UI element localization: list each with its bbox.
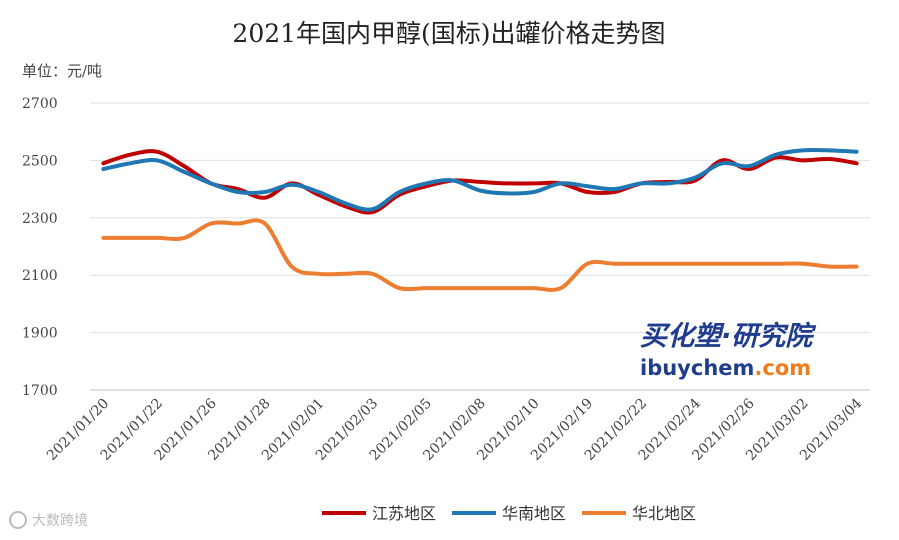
legend: 江苏地区 华南地区 华北地区 [322,504,696,523]
series-line-2 [101,218,859,292]
y-tick-label: 2100 [22,268,58,284]
watermark-domain-main: ibuychem [640,356,754,380]
brand-watermark: 买化塑·研究院 ibuychem.com [640,321,817,380]
corner-logo-text: 大数跨境 [32,513,88,529]
y-axis-unit-label: 单位：元/吨 [22,62,102,80]
y-tick-label: 1900 [22,326,58,342]
y-axis-ticks: 1700 1900 2100 2300 2500 2700 [22,96,58,399]
watermark-domain-tld: .com [754,356,811,380]
gridlines [90,102,870,391]
corner-logo: 大数跨境 [9,511,88,529]
y-tick-label: 2300 [22,211,58,227]
chart-title: 2021年国内甲醇(国标)出罐价格走势图 [232,19,665,48]
series-lines [101,147,859,292]
watermark-brand-name: 买化塑·研究院 [640,321,817,352]
x-axis-ticks: 2021/01/202021/01/222021/01/262021/01/28… [44,395,866,463]
corner-logo-icon [9,511,27,529]
series-line-1 [101,147,859,212]
y-tick-label: 2700 [22,96,58,112]
y-tick-label: 1700 [22,383,58,399]
legend-label: 华北地区 [632,504,696,523]
legend-label: 江苏地区 [372,504,436,523]
y-tick-label: 2500 [22,153,58,169]
watermark-domain: ibuychem.com [640,356,811,380]
legend-label: 华南地区 [502,504,566,523]
